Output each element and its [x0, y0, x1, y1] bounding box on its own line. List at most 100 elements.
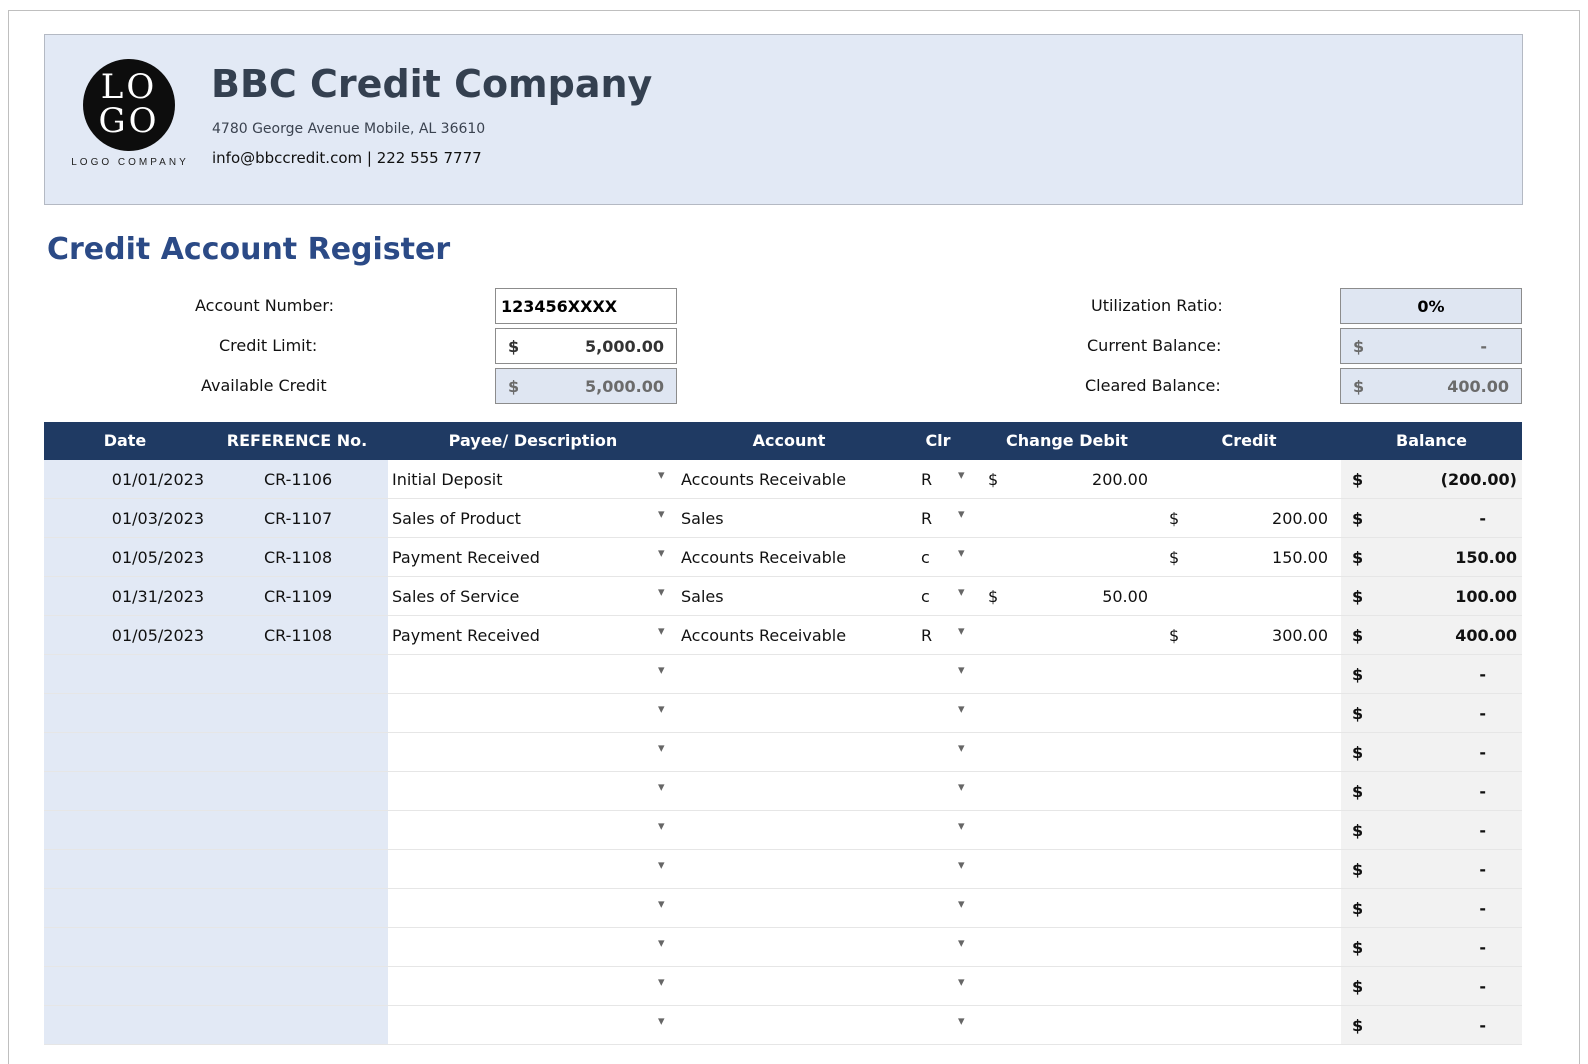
balance-currency[interactable]: $: [1352, 548, 1364, 567]
date-cell[interactable]: 01/05/2023: [111, 548, 204, 567]
debit-cell[interactable]: 200.00: [1092, 470, 1148, 489]
payee-dropdown-arrow-icon[interactable]: ▾: [658, 936, 665, 951]
col-header-debit[interactable]: Change Debit: [1006, 431, 1128, 450]
balance-cell[interactable]: -: [1479, 743, 1486, 762]
balance-currency[interactable]: $: [1352, 665, 1364, 684]
debit-currency[interactable]: $: [988, 470, 999, 489]
credit-cell[interactable]: 300.00: [1272, 626, 1328, 645]
col-header-credit[interactable]: Credit: [1221, 431, 1277, 450]
account-dropdown[interactable]: Accounts Receivable: [681, 626, 847, 645]
balance-cell[interactable]: -: [1479, 938, 1486, 957]
balance-cell[interactable]: 400.00: [1455, 626, 1517, 645]
payee-dropdown-arrow-icon[interactable]: ▾: [658, 1014, 665, 1029]
date-cell[interactable]: 01/01/2023: [111, 470, 204, 489]
clr-dropdown-arrow-icon[interactable]: ▾: [958, 468, 965, 483]
balance-currency[interactable]: $: [1352, 626, 1364, 645]
payee-dropdown-arrow-icon[interactable]: ▾: [658, 741, 665, 756]
utilization-ratio-field[interactable]: 0%: [1340, 288, 1522, 324]
table-row[interactable]: 01/05/2023 CR-1108 Payment Received Account…: [44, 616, 1522, 655]
table-row[interactable]: $ - ▾ ▾: [44, 733, 1522, 772]
table-row[interactable]: 01/01/2023 CR-1106 Initial Deposit Accounts…: [44, 460, 1522, 499]
clr-dropdown-arrow-icon[interactable]: ▾: [958, 936, 965, 951]
balance-currency[interactable]: $: [1352, 509, 1364, 528]
clr-dropdown-arrow-icon[interactable]: ▾: [958, 858, 965, 873]
table-row[interactable]: 01/05/2023 CR-1108 Payment Received Account…: [44, 538, 1522, 577]
date-cell[interactable]: 01/03/2023: [111, 509, 204, 528]
payee-dropdown-arrow-icon[interactable]: ▾: [658, 819, 665, 834]
payee-dropdown-arrow-icon[interactable]: ▾: [658, 975, 665, 990]
col-header-payee[interactable]: Payee/ Description: [448, 431, 618, 450]
payee-dropdown-arrow-icon[interactable]: ▾: [658, 897, 665, 912]
account-dropdown[interactable]: Accounts Receivable: [681, 548, 847, 567]
debit-currency[interactable]: $: [988, 587, 999, 606]
balance-currency[interactable]: $: [1352, 860, 1364, 879]
balance-currency[interactable]: $: [1352, 470, 1364, 489]
table-row[interactable]: 01/31/2023 CR-1109 Sales of Service Sales c $…: [44, 577, 1522, 616]
balance-currency[interactable]: $: [1352, 938, 1364, 957]
clr-dropdown-arrow-icon[interactable]: ▾: [958, 663, 965, 678]
balance-currency[interactable]: $: [1352, 587, 1364, 606]
reference-cell[interactable]: CR-1106: [264, 470, 333, 489]
balance-currency[interactable]: $: [1352, 704, 1364, 723]
credit-currency[interactable]: $: [1169, 548, 1180, 567]
payee-dropdown[interactable]: Sales of Product: [392, 509, 521, 528]
clr-dropdown[interactable]: c: [921, 587, 930, 606]
balance-cell[interactable]: -: [1479, 1016, 1486, 1035]
available-credit-field[interactable]: $ 5,000.00: [495, 368, 677, 404]
balance-currency[interactable]: $: [1352, 899, 1364, 918]
clr-dropdown[interactable]: R: [921, 470, 933, 489]
col-header-account[interactable]: Account: [752, 431, 826, 450]
page-title[interactable]: Credit Account Register: [47, 232, 451, 267]
table-row[interactable]: $ - ▾ ▾: [44, 1006, 1522, 1045]
clr-dropdown-arrow-icon[interactable]: ▾: [958, 507, 965, 522]
credit-currency[interactable]: $: [1169, 626, 1180, 645]
clr-dropdown-arrow-icon[interactable]: ▾: [958, 741, 965, 756]
balance-cell[interactable]: 150.00: [1455, 548, 1517, 567]
table-row[interactable]: $ - ▾ ▾: [44, 889, 1522, 928]
clr-dropdown[interactable]: c: [921, 548, 930, 567]
balance-cell[interactable]: -: [1479, 665, 1486, 684]
payee-dropdown-arrow-icon[interactable]: ▾: [658, 624, 665, 639]
payee-dropdown-arrow-icon[interactable]: ▾: [658, 585, 665, 600]
payee-dropdown-arrow-icon[interactable]: ▾: [658, 780, 665, 795]
payee-dropdown[interactable]: Payment Received: [392, 626, 540, 645]
balance-cell[interactable]: (200.00): [1440, 470, 1517, 489]
payee-dropdown-arrow-icon[interactable]: ▾: [658, 468, 665, 483]
payee-dropdown[interactable]: Sales of Service: [392, 587, 520, 606]
cleared-balance-field[interactable]: $ 400.00: [1340, 368, 1522, 404]
clr-dropdown-arrow-icon[interactable]: ▾: [958, 819, 965, 834]
col-header-reference[interactable]: REFERENCE No.: [226, 431, 368, 450]
credit-cell[interactable]: 200.00: [1272, 509, 1328, 528]
reference-cell[interactable]: CR-1108: [264, 626, 333, 645]
company-contact[interactable]: info@bbccredit.com | 222 555 7777: [212, 149, 482, 167]
balance-currency[interactable]: $: [1352, 821, 1364, 840]
table-row[interactable]: $ - ▾ ▾: [44, 928, 1522, 967]
company-name[interactable]: BBC Credit Company: [211, 62, 653, 106]
balance-cell[interactable]: -: [1479, 977, 1486, 996]
clr-dropdown-arrow-icon[interactable]: ▾: [958, 546, 965, 561]
col-header-clr[interactable]: Clr: [925, 431, 951, 450]
clr-dropdown-arrow-icon[interactable]: ▾: [958, 975, 965, 990]
clr-dropdown-arrow-icon[interactable]: ▾: [958, 702, 965, 717]
date-cell[interactable]: 01/31/2023: [111, 587, 204, 606]
balance-cell[interactable]: -: [1479, 821, 1486, 840]
table-row[interactable]: 01/03/2023 CR-1107 Sales of Product Sales R $…: [44, 499, 1522, 538]
date-cell[interactable]: 01/05/2023: [111, 626, 204, 645]
balance-currency[interactable]: $: [1352, 782, 1364, 801]
table-row[interactable]: $ - ▾ ▾: [44, 850, 1522, 889]
credit-limit-field[interactable]: $ 5,000.00: [495, 328, 677, 364]
account-dropdown[interactable]: Sales: [681, 509, 724, 528]
payee-dropdown-arrow-icon[interactable]: ▾: [658, 546, 665, 561]
clr-dropdown-arrow-icon[interactable]: ▾: [958, 585, 965, 600]
col-header-date[interactable]: Date: [103, 431, 147, 450]
reference-cell[interactable]: CR-1109: [264, 587, 333, 606]
clr-dropdown-arrow-icon[interactable]: ▾: [958, 897, 965, 912]
reference-cell[interactable]: CR-1107: [264, 509, 333, 528]
table-row[interactable]: $ - ▾ ▾: [44, 967, 1522, 1006]
clr-dropdown-arrow-icon[interactable]: ▾: [958, 624, 965, 639]
table-row[interactable]: $ - ▾ ▾: [44, 694, 1522, 733]
account-dropdown[interactable]: Accounts Receivable: [681, 470, 847, 489]
clr-dropdown[interactable]: R: [921, 626, 933, 645]
credit-cell[interactable]: 150.00: [1272, 548, 1328, 567]
balance-cell[interactable]: -: [1479, 860, 1486, 879]
